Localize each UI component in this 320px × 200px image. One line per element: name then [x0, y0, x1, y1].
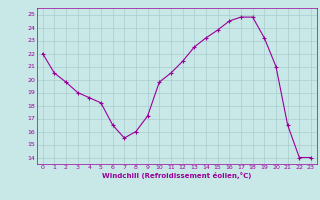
X-axis label: Windchill (Refroidissement éolien,°C): Windchill (Refroidissement éolien,°C) [102, 172, 252, 179]
